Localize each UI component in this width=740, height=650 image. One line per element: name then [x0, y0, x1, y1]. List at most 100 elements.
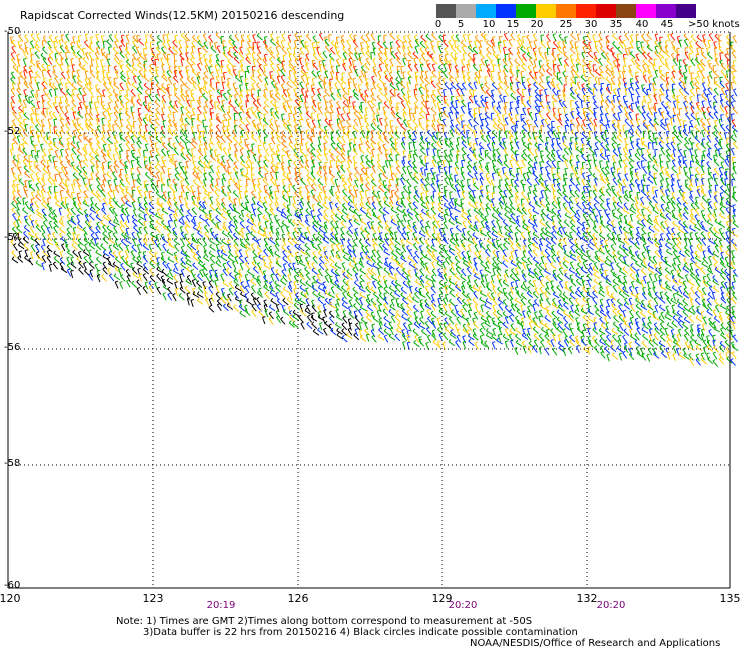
wind-barb-tick [288, 34, 292, 37]
wind-barb-tick [731, 50, 735, 54]
wind-barb-tick [287, 93, 291, 96]
wind-barb [112, 124, 115, 132]
wind-barb-tick [443, 110, 446, 114]
wind-barb [497, 46, 502, 54]
wind-barb [490, 113, 493, 121]
wind-barb-tick [58, 39, 62, 42]
wind-barb [714, 82, 721, 88]
wind-barb-tick [595, 76, 599, 79]
wind-barb-tick [678, 81, 682, 85]
wind-barb-tick [100, 59, 104, 61]
wind-barb-tick [95, 148, 99, 152]
wind-barb [353, 84, 358, 92]
wind-barb [443, 41, 449, 48]
wind-barb-tick [126, 82, 130, 84]
wind-barb [364, 91, 369, 98]
wind-barb-tick [499, 94, 503, 97]
wind-barb-tick [143, 82, 147, 86]
wind-barb [160, 58, 164, 66]
wind-barb-tick [569, 40, 573, 43]
wind-barb-tick [672, 45, 676, 48]
wind-barb-tick [533, 33, 537, 36]
wind-barb [161, 84, 167, 91]
wind-barb [515, 108, 519, 115]
wind-barb [420, 108, 426, 115]
wind-barb-tick [108, 119, 112, 122]
wind-barb [316, 155, 322, 163]
wind-barb-tick [36, 100, 41, 103]
wind-barb-tick [22, 137, 26, 140]
wind-barb [209, 139, 215, 146]
wind-barb-tick [281, 140, 285, 144]
wind-barb-tick [553, 40, 557, 43]
wind-barb-tick [217, 95, 221, 98]
wind-barb-tick [520, 41, 524, 44]
wind-barb [280, 70, 286, 77]
wind-barb [82, 95, 85, 103]
wind-barb-tick [119, 125, 123, 128]
wind-barb [250, 95, 257, 102]
wind-barb [492, 53, 499, 60]
wind-barb-tick [412, 51, 416, 55]
wind-barb [378, 58, 385, 65]
wind-barb-tick [226, 110, 231, 114]
wind-barb [312, 54, 318, 61]
wind-barb-tick [510, 117, 514, 121]
wind-barb-tick [700, 118, 704, 121]
wind-barb [389, 126, 395, 134]
wind-barb [558, 58, 563, 66]
wind-barb [509, 108, 513, 116]
wind-barb [546, 64, 553, 71]
wind-barb-tick [88, 123, 92, 127]
wind-barb-tick [154, 99, 158, 103]
wind-barb-tick [563, 51, 567, 55]
wind-barb [234, 35, 240, 42]
wind-barb-tick [160, 86, 164, 90]
wind-barb [556, 65, 561, 73]
wind-barb-tick [197, 71, 201, 74]
wind-barb [143, 84, 150, 91]
wind-barb [599, 73, 605, 80]
wind-barb-tick [552, 107, 556, 110]
wind-barb-tick [11, 45, 15, 49]
wind-barb-tick [330, 92, 334, 96]
wind-barb-tick [612, 33, 616, 37]
wind-barb-tick [274, 82, 278, 85]
wind-barb-tick [360, 155, 364, 157]
wind-barb [690, 114, 697, 121]
wind-barb [552, 89, 558, 96]
wind-barb [606, 84, 610, 92]
wind-barb-tick [485, 101, 489, 104]
wind-barb-tick [533, 81, 537, 85]
wind-barb-tick [618, 147, 622, 150]
wind-barb [461, 142, 468, 149]
wind-barb-tick [547, 101, 551, 104]
wind-barb-tick [247, 150, 251, 152]
wind-barb-tick [587, 122, 592, 126]
wind-barb-tick [456, 117, 460, 120]
wind-barb [300, 66, 306, 74]
wind-barb-tick [552, 130, 556, 133]
wind-barb-tick [168, 76, 172, 79]
wind-barb-tick [516, 81, 520, 84]
wind-barb-tick [203, 111, 207, 114]
wind-barb-tick [450, 44, 454, 48]
wind-barb-tick [43, 35, 47, 38]
wind-barb [300, 139, 303, 147]
wind-barb-tick [77, 134, 81, 137]
wind-barb [694, 126, 701, 132]
wind-barb [317, 94, 322, 102]
wind-barb [552, 64, 555, 72]
wind-barb [484, 150, 487, 158]
wind-barb-tick [448, 137, 452, 140]
wind-barb-tick [137, 56, 141, 60]
wind-barb-tick [55, 58, 59, 61]
wind-barb-tick [541, 118, 545, 121]
wind-barb [155, 95, 161, 102]
wind-barb-tick [431, 119, 436, 121]
wind-barb [370, 34, 376, 41]
wind-barb-tick [546, 104, 550, 108]
wind-barb [82, 103, 88, 110]
wind-barb [510, 127, 516, 134]
wind-barb [304, 95, 307, 104]
